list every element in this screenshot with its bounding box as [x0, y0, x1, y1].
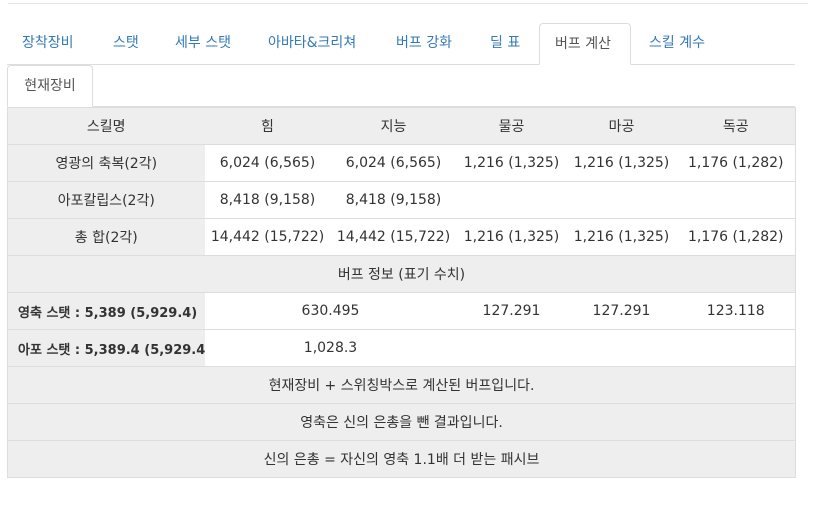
- str-cell: 14,442 (15,722): [204, 218, 331, 256]
- tab-buff-calc[interactable]: 버프 계산: [539, 23, 631, 65]
- note-text: 영축은 신의 은총을 뺀 결과입니다.: [7, 403, 796, 441]
- indep-atk-cell: [676, 329, 796, 367]
- header-indep-atk: 독공: [676, 107, 796, 145]
- indep-atk-cell: 123.118: [676, 292, 796, 330]
- skill-name-cell: 아포칼립스(2각): [7, 181, 205, 219]
- buff-info-row: 영축 스탯 : 5,389 (5,929.4) 630.495 127.291 …: [7, 292, 796, 330]
- buff-info-row: 아포 스탯 : 5,389.4 (5,929.4) 1,028.3: [7, 329, 796, 367]
- note-row: 영축은 신의 은총을 뺀 결과입니다.: [7, 403, 796, 441]
- skill-name-cell: 영광의 축복(2각): [7, 144, 205, 182]
- phys-atk-cell: 1,216 (1,325): [456, 144, 567, 182]
- tab-skill-coefficient[interactable]: 스킬 계수: [649, 35, 705, 51]
- header-str: 힘: [204, 107, 331, 145]
- indep-atk-cell: 1,176 (1,282): [676, 218, 796, 256]
- table-row: 아포칼립스(2각) 8,418 (9,158) 8,418 (9,158): [7, 181, 796, 219]
- tab-equipment[interactable]: 장착장비: [22, 35, 74, 51]
- str-cell: 8,418 (9,158): [204, 181, 331, 219]
- mag-atk-cell: 1,216 (1,325): [566, 144, 677, 182]
- int-cell: 8,418 (9,158): [330, 181, 457, 219]
- buff-info-label: 아포 스탯 : 5,389.4 (5,929.4): [7, 329, 205, 367]
- buff-stat-value: 630.495: [204, 292, 457, 330]
- buff-info-title-row: 버프 정보 (표기 수치): [7, 255, 796, 293]
- tab-avatar-creature[interactable]: 아바타&크리쳐: [268, 35, 357, 51]
- mag-atk-cell: 127.291: [566, 292, 677, 330]
- buff-info-label: 영축 스탯 : 5,389 (5,929.4): [7, 292, 205, 330]
- header-skill-name: 스킬명: [7, 107, 205, 145]
- buff-stat-value: 1,028.3: [204, 329, 457, 367]
- buff-info-title: 버프 정보 (표기 수치): [7, 255, 796, 293]
- main-tab-bar: 장착장비 스탯 세부 스탯 아바타&크리쳐 버프 강화 딜 표 버프 계산 스킬…: [7, 23, 795, 65]
- subtab-current-equipment[interactable]: 현재장비: [7, 65, 93, 107]
- top-divider: [8, 0, 808, 4]
- tab-stats[interactable]: 스탯: [113, 35, 139, 51]
- tab-buff-enhance[interactable]: 버프 강화: [396, 35, 452, 51]
- skill-name-cell: 총 합(2각): [7, 218, 205, 256]
- table-row-total: 총 합(2각) 14,442 (15,722) 14,442 (15,722) …: [7, 218, 796, 256]
- mag-atk-cell: 1,216 (1,325): [566, 218, 677, 256]
- header-phys-atk: 물공: [456, 107, 567, 145]
- mag-atk-cell: [566, 329, 677, 367]
- phys-atk-cell: 127.291: [456, 292, 567, 330]
- table-header-row: 스킬명 힘 지능 물공 마공 독공: [7, 107, 796, 145]
- int-cell: 14,442 (15,722): [330, 218, 457, 256]
- sub-tab-bar: 현재장비: [7, 65, 795, 107]
- note-row: 신의 은총 = 자신의 영축 1.1배 더 받는 패시브: [7, 440, 796, 478]
- phys-atk-cell: 1,216 (1,325): [456, 218, 567, 256]
- tab-detail-stats[interactable]: 세부 스탯: [175, 35, 231, 51]
- phys-atk-cell: [456, 181, 567, 219]
- indep-atk-cell: [676, 181, 796, 219]
- header-mag-atk: 마공: [566, 107, 677, 145]
- buff-table: 스킬명 힘 지능 물공 마공 독공 영광의 축복(2각) 6,024 (6,56…: [7, 107, 796, 478]
- note-text: 신의 은총 = 자신의 영축 1.1배 더 받는 패시브: [7, 440, 796, 478]
- table-row: 영광의 축복(2각) 6,024 (6,565) 6,024 (6,565) 1…: [7, 144, 796, 182]
- note-text: 현재장비 + 스위칭박스로 계산된 버프입니다.: [7, 366, 796, 404]
- tab-damage-table[interactable]: 딜 표: [490, 35, 521, 51]
- str-cell: 6,024 (6,565): [204, 144, 331, 182]
- int-cell: 6,024 (6,565): [330, 144, 457, 182]
- phys-atk-cell: [456, 329, 567, 367]
- indep-atk-cell: 1,176 (1,282): [676, 144, 796, 182]
- header-int: 지능: [330, 107, 457, 145]
- mag-atk-cell: [566, 181, 677, 219]
- note-row: 현재장비 + 스위칭박스로 계산된 버프입니다.: [7, 366, 796, 404]
